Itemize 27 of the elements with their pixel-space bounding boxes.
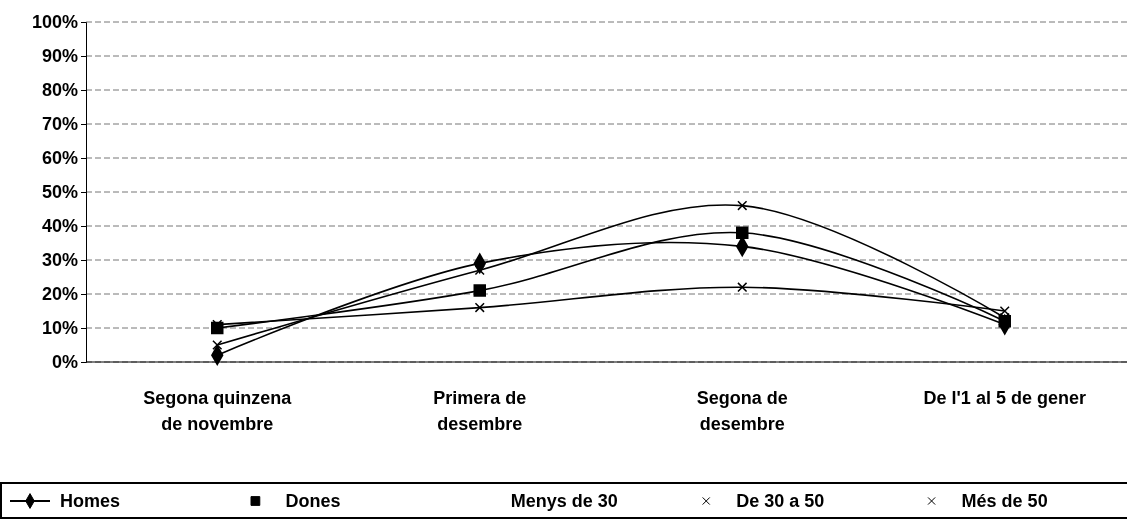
x-tick-label: Segona quinzena de novembre	[143, 388, 293, 434]
y-tick-label: 0%	[51, 352, 78, 373]
y-tick-label: 40%	[41, 216, 78, 237]
y-tick-label: 90%	[41, 46, 78, 67]
point	[737, 282, 748, 293]
point	[474, 302, 485, 313]
point	[736, 226, 749, 240]
legend-label: Més de 50	[961, 491, 1048, 511]
y-tick-label: 30%	[41, 250, 78, 271]
x-tick-label: De l'1 al 5 de gener	[923, 388, 1086, 408]
y-tick-label: 80%	[41, 80, 78, 101]
point	[473, 284, 486, 297]
text: Menys de 30	[510, 491, 618, 511]
legend-label: Dones	[285, 491, 341, 511]
y-tick-label: 10%	[41, 318, 78, 339]
y-tick-label: 60%	[41, 148, 78, 169]
legend-label: De 30 a 50	[736, 491, 825, 511]
point	[474, 265, 485, 276]
x-tick-label: Segona de desembre	[696, 388, 788, 434]
y-tick-label: 100%	[31, 12, 78, 33]
y-tick-label: 70%	[41, 114, 78, 135]
point	[212, 339, 223, 351]
legend-label: Homes	[60, 491, 121, 511]
y-tick-label: 50%	[41, 182, 78, 203]
y-tick-label: 20%	[41, 284, 78, 305]
x-tick-label: Primera de desembre	[433, 388, 527, 434]
point	[737, 200, 748, 211]
